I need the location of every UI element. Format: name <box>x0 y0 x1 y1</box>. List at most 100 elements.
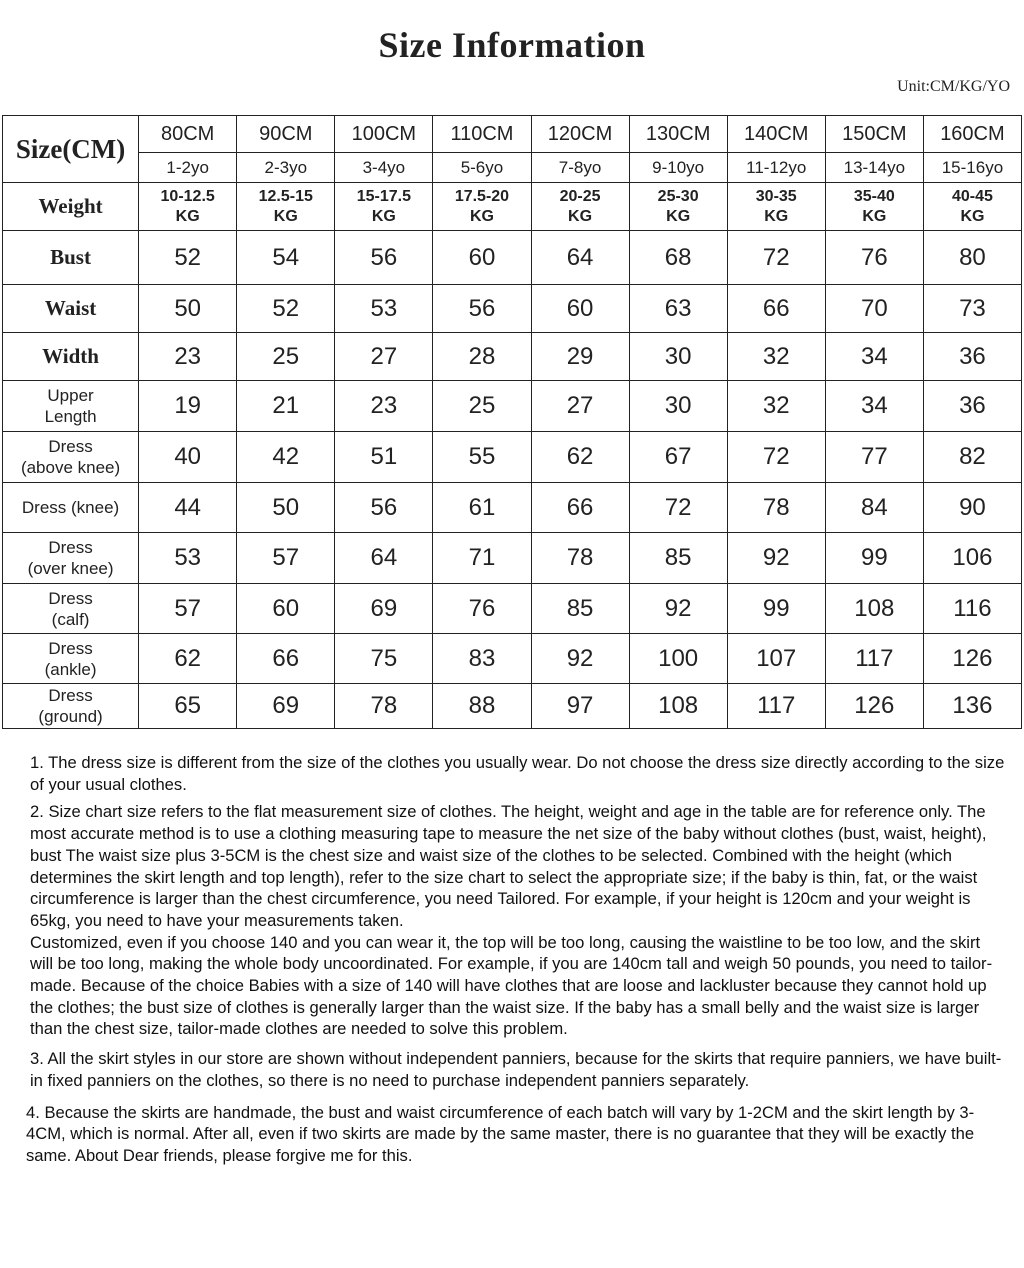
value-cell: 84 <box>824 482 924 533</box>
weight-unit: KG <box>469 207 494 225</box>
value-cell: 57 <box>236 532 336 584</box>
weight-unit: KG <box>371 207 396 225</box>
weight-unit: KG <box>568 207 593 225</box>
value-cell: 68 <box>628 230 728 285</box>
row-label-waist: Waist <box>1 284 140 333</box>
weight-unit: KG <box>666 207 691 225</box>
weight-unit: KG <box>764 207 789 225</box>
weight-range: 20-25 <box>559 187 601 205</box>
size-cell: 150CM <box>824 115 924 153</box>
value-cell: 92 <box>726 532 826 584</box>
row-label-line: (ankle) <box>44 659 97 679</box>
value-cell: 76 <box>824 230 924 285</box>
note-4: 4. Because the skirts are handmade, the … <box>26 1102 975 1165</box>
size-header: Size(CM) <box>1 115 140 183</box>
weight-cell: 25-30 KG <box>628 182 728 231</box>
value-cell: 100 <box>628 633 728 684</box>
row-label-dress-over-knee: Dress (over knee) <box>1 532 140 584</box>
weight-cell: 10-12.5 KG <box>138 182 238 231</box>
value-cell: 107 <box>726 633 826 684</box>
value-cell: 25 <box>432 380 532 432</box>
value-cell: 61 <box>432 482 532 533</box>
row-label-upper-length: Upper Length <box>1 380 140 432</box>
age-cell: 2-3yo <box>236 152 336 183</box>
value-cell: 85 <box>628 532 728 584</box>
value-cell: 70 <box>824 284 924 333</box>
value-cell: 34 <box>824 380 924 432</box>
value-cell: 62 <box>138 633 238 684</box>
row-label-line: Dress <box>48 437 93 456</box>
value-cell: 71 <box>432 532 532 584</box>
value-cell: 23 <box>138 332 238 381</box>
row-label-dress-ground: Dress (ground) <box>1 683 140 729</box>
row-label-line: (calf) <box>51 609 90 629</box>
size-cell: 140CM <box>726 115 826 153</box>
value-cell: 78 <box>334 683 434 729</box>
weight-cell: 17.5-20 KG <box>432 182 532 231</box>
table-row: Dress (over knee) 53 57 64 71 78 85 92 99 106 <box>1 532 1023 584</box>
value-cell: 136 <box>922 683 1023 729</box>
weight-range: 17.5-20 <box>454 187 510 205</box>
value-cell: 85 <box>530 583 630 634</box>
value-cell: 99 <box>726 583 826 634</box>
value-cell: 99 <box>824 532 924 584</box>
row-label-line: Dress <box>48 538 93 557</box>
value-cell: 25 <box>236 332 336 381</box>
value-cell: 83 <box>432 633 532 684</box>
size-cell: 120CM <box>530 115 630 153</box>
weight-cell: 12.5-15 KG <box>236 182 336 231</box>
size-notes: 1. The dress size is different from the … <box>26 752 1005 1167</box>
value-cell: 28 <box>432 332 532 381</box>
value-cell: 92 <box>628 583 728 634</box>
value-cell: 27 <box>334 332 434 381</box>
value-cell: 55 <box>432 431 532 483</box>
value-cell: 78 <box>530 532 630 584</box>
value-cell: 60 <box>236 583 336 634</box>
value-cell: 32 <box>726 332 826 381</box>
row-label-dress-above-knee: Dress (above knee) <box>1 431 140 483</box>
value-cell: 69 <box>236 683 336 729</box>
weight-range: 15-17.5 <box>356 187 411 205</box>
value-cell: 52 <box>236 284 336 333</box>
row-label-line: Upper <box>47 386 94 405</box>
value-cell: 64 <box>334 532 434 584</box>
value-cell: 60 <box>432 230 532 285</box>
value-cell: 126 <box>824 683 924 729</box>
value-cell: 72 <box>628 482 728 533</box>
value-cell: 54 <box>236 230 336 285</box>
value-cell: 50 <box>236 482 336 533</box>
value-cell: 56 <box>432 284 532 333</box>
value-cell: 53 <box>334 284 434 333</box>
value-cell: 66 <box>726 284 826 333</box>
value-cell: 40 <box>138 431 238 483</box>
weight-range: 10-12.5 <box>160 187 215 205</box>
value-cell: 73 <box>922 284 1023 333</box>
row-label-dress-knee: Dress (knee) <box>1 482 140 533</box>
weight-range: 35-40 <box>853 187 895 205</box>
value-cell: 66 <box>530 482 630 533</box>
table-row: Width 23 25 27 28 29 30 32 34 36 <box>1 332 1023 381</box>
value-cell: 76 <box>432 583 532 634</box>
value-cell: 72 <box>726 431 826 483</box>
value-cell: 117 <box>726 683 826 729</box>
row-label-line: Length <box>44 407 97 426</box>
note-3: 3. All the skirt styles in our store are… <box>30 1049 1002 1090</box>
table-row: Dress (ground) 65 69 78 88 97 108 117 126 136 <box>1 683 1023 729</box>
row-label-line: Dress <box>48 686 93 705</box>
weight-unit: KG <box>960 207 985 225</box>
weight-cell: 15-17.5 KG <box>334 182 434 231</box>
value-cell: 126 <box>922 633 1023 684</box>
weight-cell: 40-45 KG <box>922 182 1023 231</box>
weight-cell: 20-25 KG <box>530 182 630 231</box>
value-cell: 32 <box>726 380 826 432</box>
value-cell: 36 <box>922 380 1023 432</box>
row-label-dress-calf: Dress (calf) <box>1 583 140 634</box>
weight-unit: KG <box>273 207 298 225</box>
value-cell: 80 <box>922 230 1023 285</box>
table-row: Bust 52 54 56 60 64 68 72 76 80 <box>1 230 1023 285</box>
weight-cell: 35-40 KG <box>824 182 924 231</box>
value-cell: 56 <box>334 482 434 533</box>
value-cell: 34 <box>824 332 924 381</box>
value-cell: 27 <box>530 380 630 432</box>
weight-unit: KG <box>175 207 200 225</box>
